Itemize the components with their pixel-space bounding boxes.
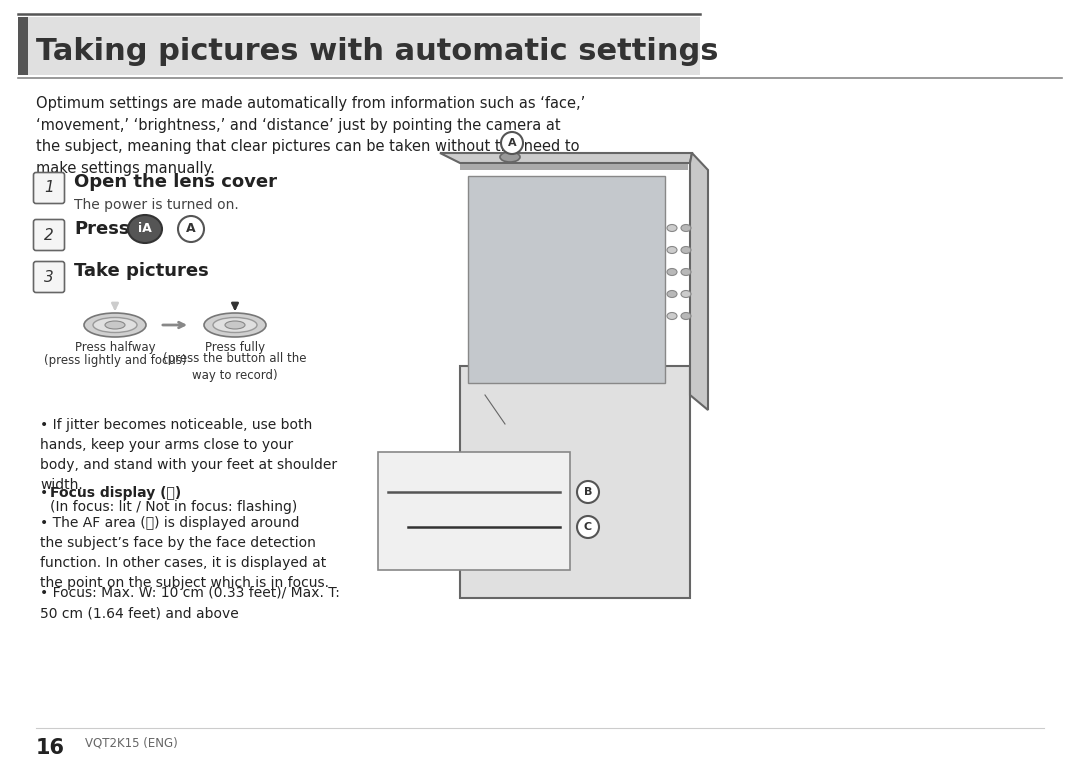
Ellipse shape [667,313,677,320]
Circle shape [577,481,599,503]
Ellipse shape [204,313,266,337]
Circle shape [501,132,523,154]
Ellipse shape [681,269,691,275]
Text: (In focus: lit / Not in focus: flashing): (In focus: lit / Not in focus: flashing) [50,500,297,514]
Text: Press fully: Press fully [205,341,265,354]
Ellipse shape [681,291,691,298]
Polygon shape [440,153,692,163]
Text: Take pictures: Take pictures [75,262,208,280]
Ellipse shape [681,224,691,231]
Text: Press halfway: Press halfway [75,341,156,354]
Ellipse shape [667,291,677,298]
Bar [18,17,28,75]
Text: •: • [40,486,53,500]
Text: Press: Press [75,220,130,238]
Ellipse shape [93,317,137,333]
Polygon shape [460,366,690,598]
Ellipse shape [129,215,162,243]
Text: The power is turned on.: The power is turned on. [75,198,239,212]
Text: A: A [508,138,516,148]
Ellipse shape [225,321,245,329]
Ellipse shape [84,313,146,337]
Circle shape [178,216,204,242]
FancyBboxPatch shape [33,173,65,203]
Bar [378,452,570,570]
Bar [468,176,665,383]
Polygon shape [690,153,708,410]
FancyBboxPatch shape [33,219,65,250]
Text: B: B [584,487,592,497]
Text: A: A [186,222,195,235]
Text: 16: 16 [36,738,65,758]
Ellipse shape [667,224,677,231]
FancyBboxPatch shape [33,262,65,292]
Ellipse shape [213,317,257,333]
Text: 3: 3 [44,269,54,285]
Ellipse shape [667,269,677,275]
Ellipse shape [667,247,677,253]
Text: iA: iA [138,222,152,235]
Ellipse shape [500,152,519,162]
Text: Optimum settings are made automatically from information such as ‘face,’
‘moveme: Optimum settings are made automatically … [36,96,585,176]
Text: Taking pictures with automatic settings: Taking pictures with automatic settings [36,37,718,65]
Text: 1: 1 [44,180,54,196]
Ellipse shape [681,313,691,320]
Ellipse shape [681,247,691,253]
Text: (press the button all the
way to record): (press the button all the way to record) [163,352,307,382]
Text: (press lightly and focus): (press lightly and focus) [43,354,187,367]
Text: Shutter button: Shutter button [460,425,552,438]
Text: • If jitter becomes noticeable, use both
hands, keep your arms close to your
bod: • If jitter becomes noticeable, use both… [40,418,337,492]
Text: • The AF area (Ⓜ) is displayed around
the subject’s face by the face detection
f: • The AF area (Ⓜ) is displayed around th… [40,516,329,590]
Text: 2: 2 [44,228,54,243]
Ellipse shape [105,321,125,329]
Text: Open the lens cover: Open the lens cover [75,173,276,191]
Text: Focus display (Ⓑ): Focus display (Ⓑ) [50,486,181,500]
Bar [460,164,688,170]
Text: • Focus: Max. W: 10 cm (0.33 feet)/ Max. T:
50 cm (1.64 feet) and above: • Focus: Max. W: 10 cm (0.33 feet)/ Max.… [40,586,340,620]
Circle shape [577,516,599,538]
FancyBboxPatch shape [18,17,700,75]
Text: VQT2K15 (ENG): VQT2K15 (ENG) [85,736,178,749]
Text: C: C [584,522,592,532]
